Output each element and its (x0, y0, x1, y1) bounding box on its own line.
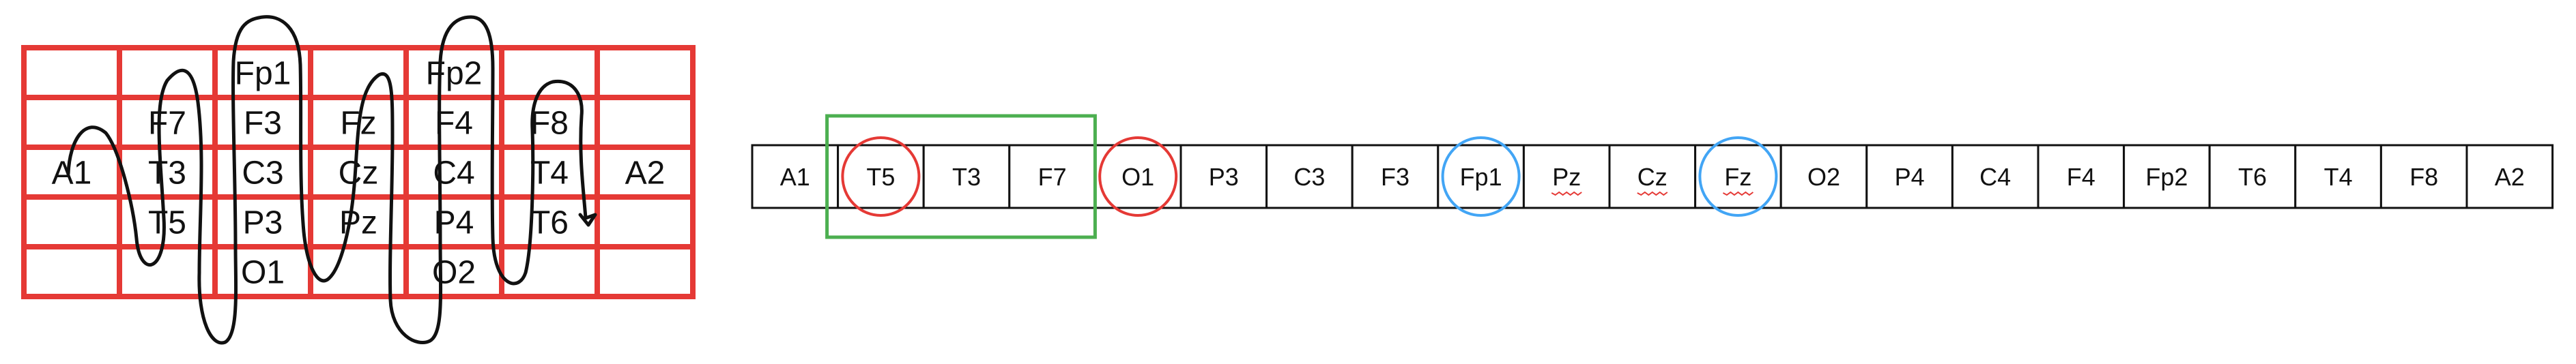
grid-electrode-cz: Cz (339, 155, 379, 192)
sequence-label-t4: T4 (2324, 163, 2353, 191)
sequence-cell-f3 (1351, 144, 1440, 209)
sequence-cell-p4 (1865, 144, 1954, 209)
grid-electrode-fp2: Fp2 (426, 56, 483, 92)
sequence-cell-f8 (2379, 144, 2468, 209)
circle-highlight-fz (1698, 136, 1778, 217)
sequence-cell-pz (1522, 144, 1611, 209)
sequence-cell-fp2 (2123, 144, 2211, 209)
grid-electrode-fp1: Fp1 (235, 56, 291, 92)
sequence-cell-a2 (2465, 144, 2554, 209)
sequence-label-fz: Fz (1724, 163, 1751, 191)
grid-border (21, 45, 696, 299)
sequence-cell-f4 (2037, 144, 2126, 209)
circle-highlight-fp1 (1441, 136, 1521, 217)
spelling-underline (1637, 191, 1668, 196)
grid-electrode-f8: F8 (530, 106, 569, 142)
grid-electrode-f7: F7 (148, 106, 186, 142)
sequence-label-f3: F3 (1381, 163, 1409, 191)
sequence-label-a2: A2 (2495, 163, 2525, 191)
grid-electrode-c3: C3 (242, 155, 283, 192)
sequence-label-fp1: Fp1 (1460, 163, 1502, 191)
sequence-label-c4: C4 (1979, 163, 2011, 191)
sequence-label-o2: O2 (1807, 163, 1840, 191)
grid-electrode-o2: O2 (432, 255, 476, 291)
sequence-label-o1: O1 (1121, 163, 1154, 191)
sequence-label-t6: T6 (2238, 163, 2267, 191)
sequence-label-c3: C3 (1293, 163, 1325, 191)
circle-highlight-t5 (841, 136, 921, 217)
electrode-sequence: A1 T5 T3 F7 O1 P3 C3 F3 Fp1 Pz Cz Fz O2 P4 C4 F4 Fp2 T6 T4… (751, 114, 2554, 239)
spelling-underline (1551, 191, 1582, 196)
sequence-label-fp2: Fp2 (2145, 163, 2188, 191)
sequence-label-pz: Pz (1552, 163, 1581, 191)
sequence-label-a1: A1 (780, 163, 810, 191)
sequence-label-f7: F7 (1038, 163, 1067, 191)
sequence-label-p4: P4 (1895, 163, 1925, 191)
group-highlight-box (825, 114, 1097, 239)
sequence-cell-c3 (1265, 144, 1354, 209)
sequence-label-f4: F4 (2067, 163, 2095, 191)
sequence-label-f8: F8 (2409, 163, 2438, 191)
sequence-label-p3: P3 (1209, 163, 1239, 191)
sequence-cell-a1 (751, 144, 840, 209)
sequence-label-t5: T5 (866, 163, 895, 191)
grid-electrode-p3: P3 (243, 205, 283, 241)
grid-electrode-pz: Pz (339, 205, 377, 241)
grid-electrode-t3: T3 (148, 155, 186, 192)
sequence-label-t3: T3 (952, 163, 981, 191)
sequence-cell-t5 (837, 144, 925, 209)
sequence-cell-fz (1694, 144, 1782, 209)
spelling-underline (1722, 191, 1754, 196)
grid-electrode-o1: O1 (241, 255, 285, 291)
grid-electrode-f3: F3 (244, 106, 282, 142)
sequence-cell-t6 (2208, 144, 2297, 209)
grid-electrode-a2: A2 (625, 155, 666, 192)
sequence-label-cz: Cz (1637, 163, 1668, 191)
grid-electrode-t6: T6 (530, 205, 569, 241)
grid-electrode-t4: T4 (530, 155, 569, 192)
snake-trace-path (66, 15, 597, 345)
grid-electrode-a1: A1 (52, 155, 92, 192)
grid-electrode-t5: T5 (148, 205, 186, 241)
circle-highlight-o1 (1098, 136, 1178, 217)
